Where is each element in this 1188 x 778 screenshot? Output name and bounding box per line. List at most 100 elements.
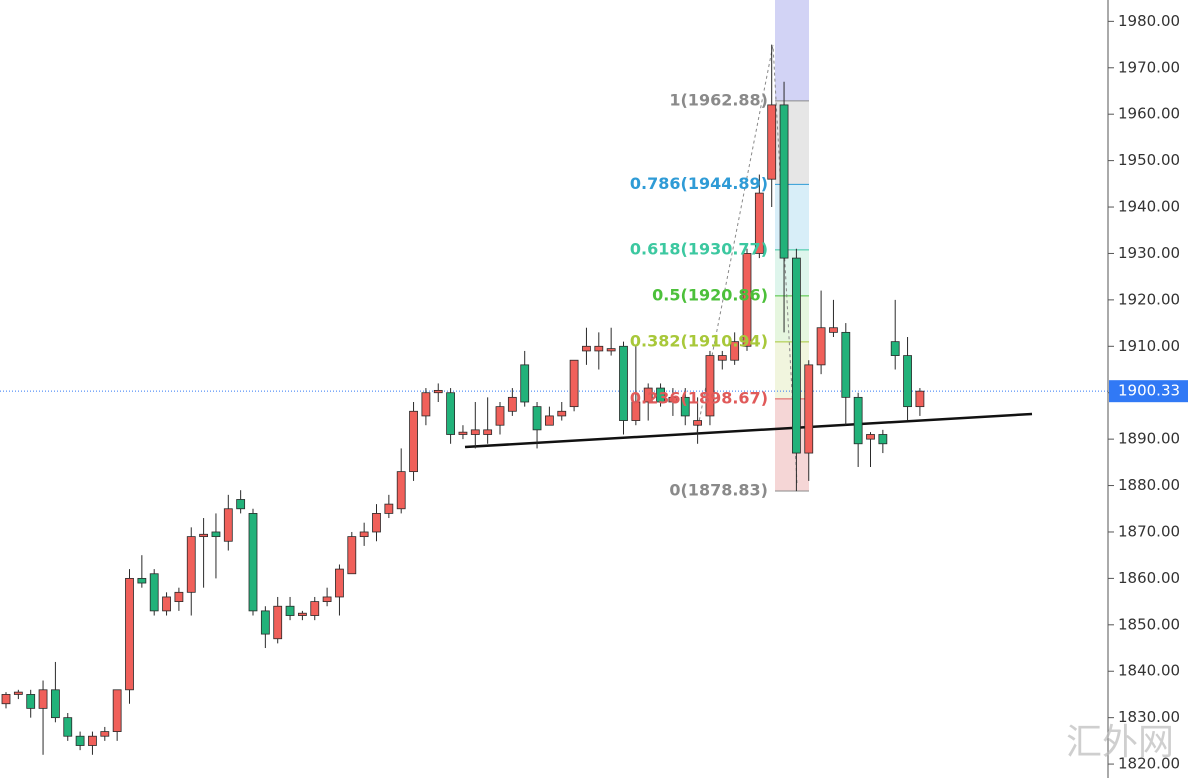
- candle-body: [112, 689, 122, 732]
- candle-body: [767, 104, 777, 180]
- candle-body: [680, 396, 690, 417]
- candle-body: [137, 577, 147, 584]
- candle-body: [890, 341, 900, 356]
- fib-band: [775, 398, 809, 491]
- candle-body: [829, 327, 838, 333]
- candle-body: [754, 192, 764, 254]
- candle-body: [557, 410, 567, 417]
- candle-body: [717, 355, 727, 361]
- y-tick-label: 1980.00: [1118, 12, 1180, 30]
- y-tick-label: 1930.00: [1118, 244, 1180, 262]
- candle-body: [211, 531, 221, 538]
- candle-body: [470, 429, 480, 435]
- candle-body: [458, 431, 468, 435]
- candle-body: [75, 735, 85, 746]
- candle-body: [223, 508, 233, 542]
- candle-body: [248, 513, 258, 612]
- y-tick-label: 1820.00: [1118, 755, 1180, 773]
- last-price-box: [1109, 380, 1188, 403]
- fib-band: [775, 341, 809, 399]
- candle-body: [594, 345, 604, 352]
- candle-body: [396, 471, 406, 510]
- trend-line: [464, 412, 1033, 449]
- candle-body: [643, 387, 653, 403]
- candle-body: [532, 406, 542, 431]
- candle-body: [347, 536, 357, 575]
- y-tick-label: 1880.00: [1118, 476, 1180, 494]
- last-price-label: 1900.33: [1118, 382, 1180, 400]
- candle-body: [199, 533, 209, 538]
- y-tick-label: 1890.00: [1118, 430, 1180, 448]
- candle-body: [409, 410, 418, 473]
- candle-body: [866, 434, 875, 440]
- candle-body: [273, 605, 283, 640]
- candle-body: [495, 406, 505, 426]
- candle-body: [569, 359, 579, 408]
- y-tick-label: 1830.00: [1118, 708, 1180, 726]
- fib-band: [775, 295, 809, 342]
- candle-body: [335, 568, 344, 598]
- candle-body: [730, 341, 740, 361]
- y-tick-label: 1970.00: [1118, 58, 1180, 76]
- candle-body: [507, 396, 517, 412]
- watermark: 汇外网: [1066, 722, 1174, 763]
- candle-body: [841, 331, 851, 398]
- y-axis: 1820.00 1830.00 1840.00 1850.00 1860.00 1870.…: [1108, 12, 1188, 773]
- candle-body: [816, 327, 826, 366]
- candle-body: [792, 257, 801, 454]
- candle-body: [656, 387, 665, 403]
- fib-label: 1(1962.88): [669, 90, 768, 109]
- fib-label: 0.5(1920.86): [652, 285, 768, 304]
- candle-body: [260, 610, 270, 635]
- candle-body: [903, 355, 912, 408]
- candle-body: [174, 591, 184, 603]
- candle-body: [619, 345, 628, 421]
- fib-bands: [0, 0, 1108, 492]
- candle-body: [779, 104, 789, 259]
- y-tick-label: 1860.00: [1118, 569, 1180, 587]
- candle-body: [631, 401, 641, 421]
- candle-body: [705, 355, 715, 417]
- y-tick-label: 1910.00: [1118, 337, 1180, 355]
- candle-body: [433, 389, 443, 394]
- fib-label: 0.786(1944.89): [630, 174, 768, 193]
- candle-body: [520, 364, 530, 403]
- candle-body: [26, 694, 36, 709]
- candles: [1, 44, 925, 755]
- candle-body: [1, 694, 11, 705]
- fib-label: 0.236(1898.67): [630, 388, 768, 407]
- candle-body: [297, 612, 307, 616]
- candle-body: [285, 605, 295, 616]
- y-tick-label: 1950.00: [1118, 151, 1180, 169]
- candle-body: [853, 396, 863, 445]
- candle-body: [742, 253, 752, 347]
- candle-body: [149, 573, 159, 612]
- candle-body: [446, 392, 456, 435]
- candle-body: [372, 513, 381, 533]
- candle-body: [359, 531, 369, 538]
- candle-body: [38, 689, 48, 709]
- candle-body: [88, 735, 97, 746]
- candle-body: [384, 503, 394, 514]
- y-tick-label: 1840.00: [1118, 662, 1180, 680]
- candle-body: [421, 392, 431, 417]
- fib-band: [775, 0, 809, 101]
- fib-label: 0.382(1910.94): [630, 331, 768, 350]
- candle-body: [322, 596, 332, 603]
- y-tick-label: 1920.00: [1118, 290, 1180, 308]
- fib-label: 0.618(1930.77): [630, 239, 768, 258]
- candle-body: [63, 717, 73, 737]
- candle-body: [606, 348, 616, 352]
- candle-body: [545, 415, 554, 426]
- candle-body: [693, 420, 702, 426]
- candle-body: [125, 577, 134, 691]
- candle-body: [236, 499, 246, 510]
- candle-body: [915, 390, 925, 408]
- candle-body: [483, 429, 493, 435]
- fib-label: 0(1878.83): [669, 480, 768, 499]
- candle-body: [162, 596, 171, 612]
- y-tick-label: 1940.00: [1118, 198, 1180, 216]
- y-tick-label: 1850.00: [1118, 615, 1180, 633]
